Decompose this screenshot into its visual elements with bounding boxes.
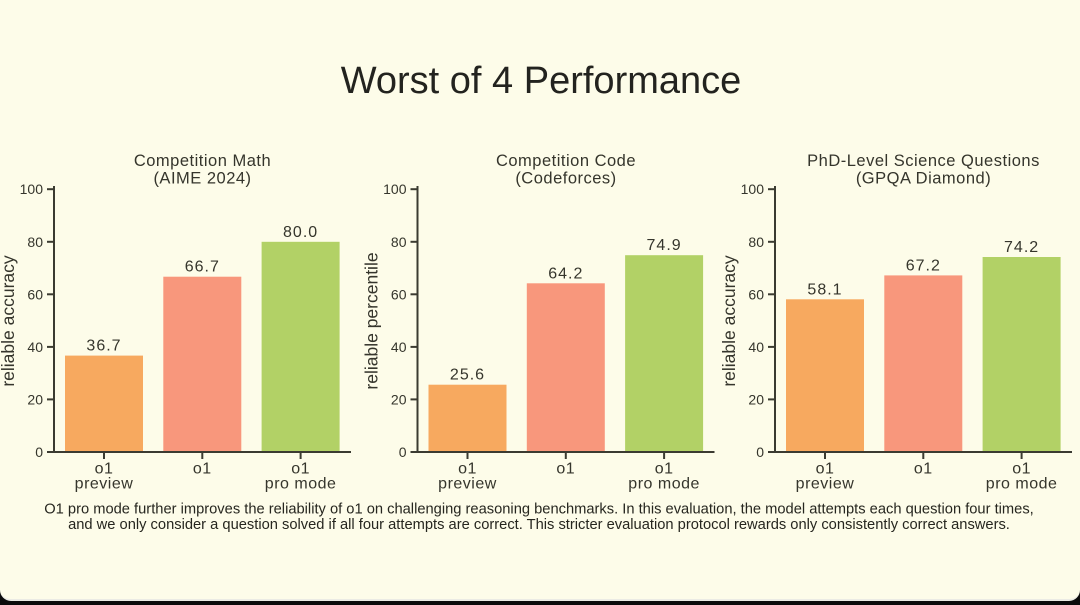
svg-text:Worst of 4 Performance: Worst of 4 Performance: [341, 60, 742, 102]
svg-text:80: 80: [748, 234, 764, 250]
svg-text:reliable accuracy: reliable accuracy: [0, 255, 18, 387]
svg-text:o1: o1: [193, 461, 212, 478]
svg-text:58.1: 58.1: [807, 281, 842, 298]
svg-text:pro mode: pro mode: [986, 476, 1058, 493]
svg-text:reliable percentile: reliable percentile: [362, 252, 382, 389]
svg-text:Competition Math: Competition Math: [134, 152, 271, 170]
svg-text:o1: o1: [95, 461, 114, 478]
svg-text:100: 100: [741, 181, 765, 197]
svg-text:40: 40: [748, 339, 764, 355]
svg-text:20: 20: [27, 391, 43, 407]
svg-text:preview: preview: [438, 476, 497, 493]
svg-text:80: 80: [27, 234, 43, 250]
svg-text:PhD-Level Science Questions: PhD-Level Science Questions: [807, 152, 1040, 170]
svg-text:74.2: 74.2: [1004, 239, 1039, 256]
svg-text:reliable accuracy: reliable accuracy: [719, 255, 739, 387]
svg-text:preview: preview: [796, 476, 855, 493]
svg-text:o1: o1: [914, 461, 933, 478]
svg-text:60: 60: [391, 286, 407, 302]
svg-text:60: 60: [748, 286, 764, 302]
svg-text:o1: o1: [291, 461, 310, 478]
svg-text:40: 40: [27, 339, 43, 355]
svg-text:0: 0: [756, 444, 764, 460]
svg-text:20: 20: [748, 391, 764, 407]
svg-text:74.9: 74.9: [647, 237, 682, 254]
svg-text:o1: o1: [816, 461, 835, 478]
svg-text:(GPQA Diamond): (GPQA Diamond): [856, 170, 991, 188]
svg-text:o1: o1: [458, 461, 477, 478]
svg-text:and we only consider a questio: and we only consider a question solved i…: [68, 517, 1010, 533]
svg-text:64.2: 64.2: [548, 265, 583, 282]
svg-text:pro mode: pro mode: [628, 476, 700, 493]
svg-text:60: 60: [27, 286, 43, 302]
svg-text:100: 100: [20, 181, 44, 197]
svg-text:67.2: 67.2: [906, 257, 941, 274]
svg-text:0: 0: [35, 444, 43, 460]
svg-text:o1: o1: [556, 461, 575, 478]
svg-text:20: 20: [391, 391, 407, 407]
svg-text:(Codeforces): (Codeforces): [515, 170, 616, 188]
svg-text:25.6: 25.6: [450, 367, 485, 384]
svg-text:preview: preview: [75, 476, 134, 493]
svg-text:80: 80: [391, 234, 407, 250]
svg-text:66.7: 66.7: [185, 259, 220, 276]
svg-text:80.0: 80.0: [283, 224, 318, 241]
svg-text:Competition Code: Competition Code: [496, 152, 636, 170]
svg-text:40: 40: [391, 339, 407, 355]
svg-text:(AIME 2024): (AIME 2024): [153, 170, 251, 188]
svg-text:o1: o1: [1012, 461, 1031, 478]
svg-text:100: 100: [383, 181, 407, 197]
svg-text:O1 pro mode further improves t: O1 pro mode further improves the reliabi…: [44, 502, 1034, 518]
svg-text:0: 0: [399, 444, 407, 460]
svg-text:36.7: 36.7: [86, 338, 121, 355]
svg-text:o1: o1: [655, 461, 674, 478]
svg-text:pro mode: pro mode: [265, 476, 337, 493]
